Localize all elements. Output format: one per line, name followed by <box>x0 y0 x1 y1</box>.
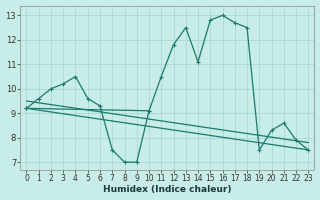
X-axis label: Humidex (Indice chaleur): Humidex (Indice chaleur) <box>103 185 232 194</box>
